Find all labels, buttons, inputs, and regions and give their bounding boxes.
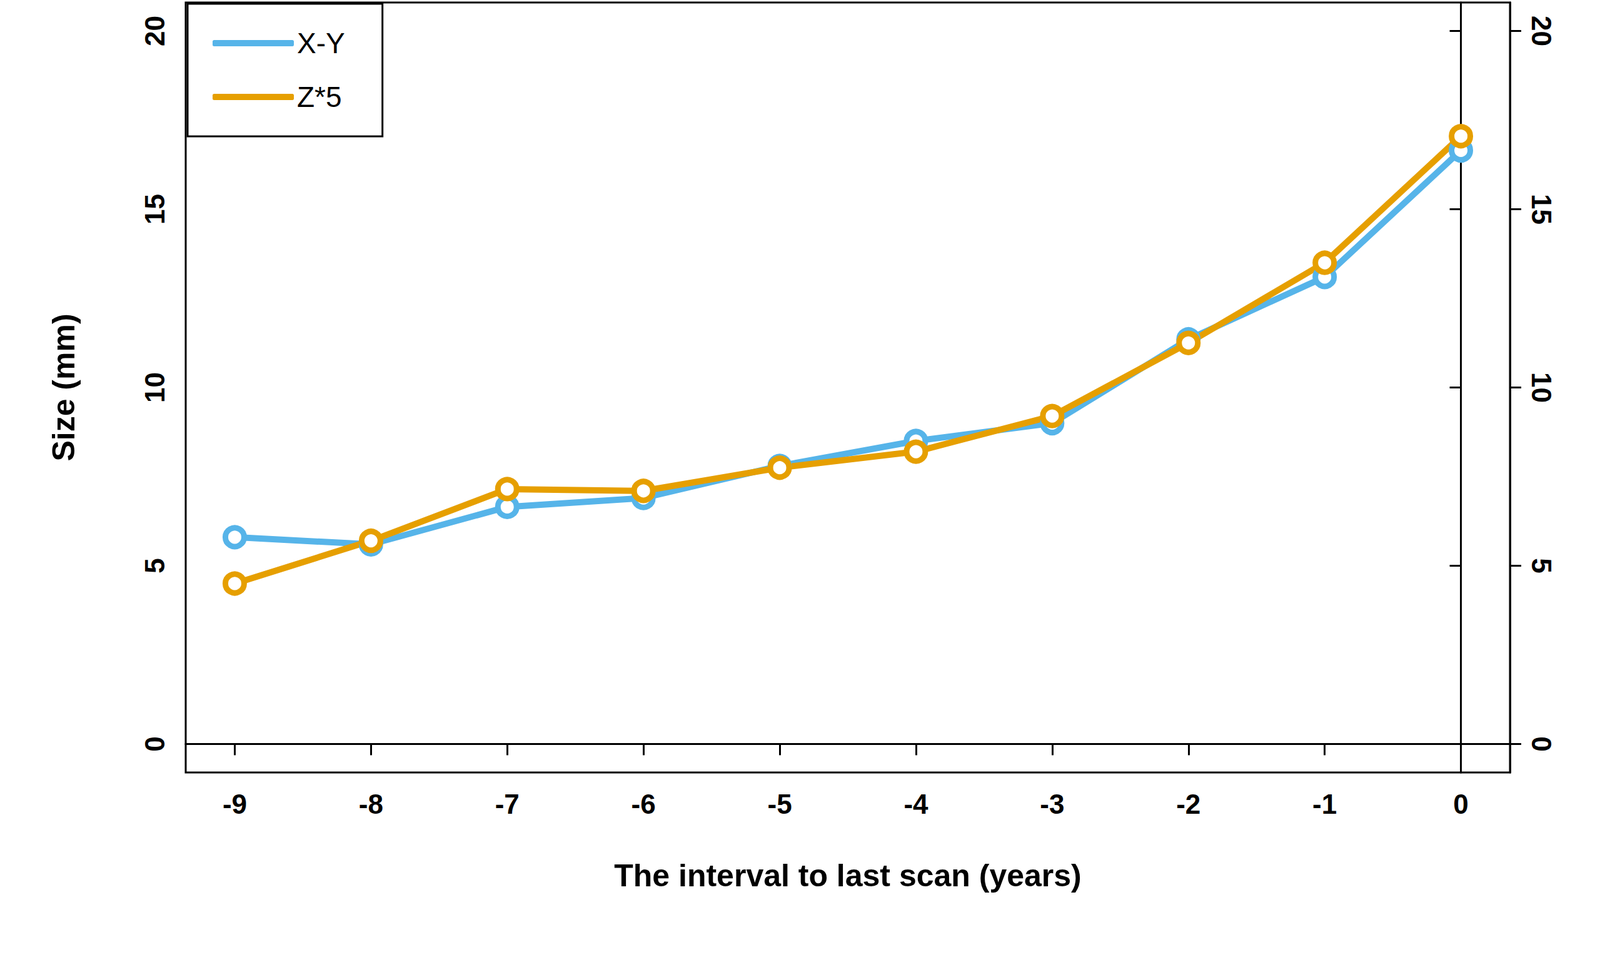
svg-text:15: 15 <box>139 193 171 225</box>
svg-text:0: 0 <box>139 735 171 751</box>
svg-text:The interval to last scan (yea: The interval to last scan (years) <box>613 857 1082 893</box>
svg-text:10: 10 <box>139 372 171 403</box>
svg-text:15: 15 <box>1526 193 1557 225</box>
svg-text:-8: -8 <box>358 788 384 820</box>
svg-text:-3: -3 <box>1039 788 1065 820</box>
svg-text:0: 0 <box>1526 735 1557 751</box>
svg-text:-9: -9 <box>222 788 247 820</box>
svg-text:Size (mm): Size (mm) <box>46 313 82 461</box>
svg-text:10: 10 <box>1526 372 1557 403</box>
svg-text:X-Y: X-Y <box>296 26 346 60</box>
svg-text:20: 20 <box>139 15 171 47</box>
svg-text:5: 5 <box>139 557 171 573</box>
svg-text:0: 0 <box>1453 788 1469 820</box>
svg-text:5: 5 <box>1526 557 1557 573</box>
svg-text:-2: -2 <box>1176 788 1201 820</box>
svg-text:-7: -7 <box>495 788 520 820</box>
svg-text:-4: -4 <box>903 788 929 820</box>
svg-text:-5: -5 <box>767 788 792 820</box>
svg-text:-6: -6 <box>631 788 656 820</box>
svg-text:Z*5: Z*5 <box>296 80 343 114</box>
svg-text:-1: -1 <box>1312 788 1337 820</box>
svg-text:20: 20 <box>1526 15 1557 47</box>
